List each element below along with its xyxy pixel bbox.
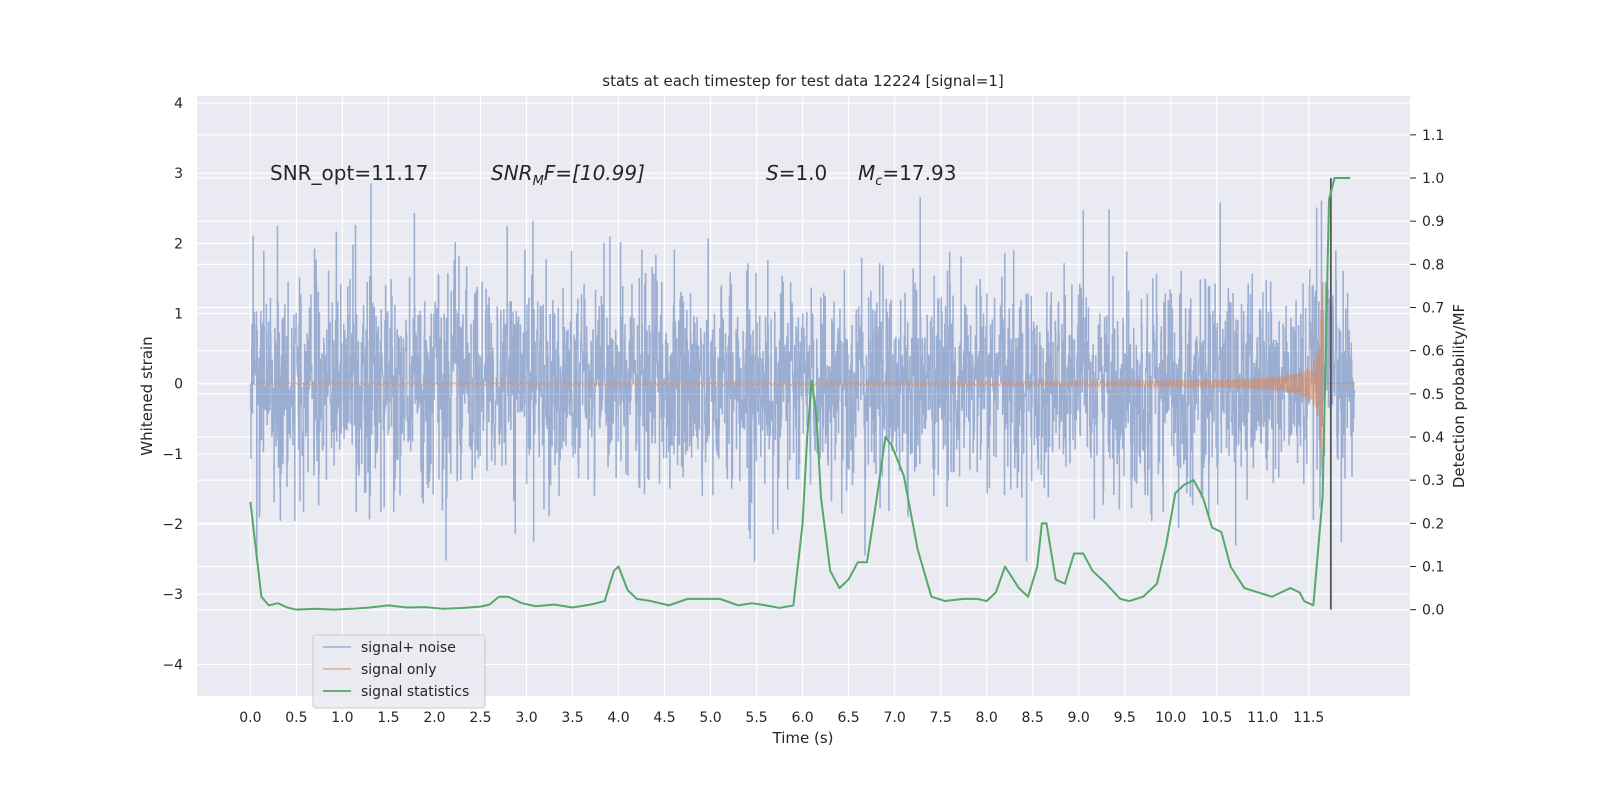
y-axis-right-label: Detection probability/MF [1450, 304, 1468, 488]
series-signal-only [250, 285, 1355, 468]
y-left-tick-label: −2 [162, 517, 183, 533]
annotation-mc-symbol: M [858, 161, 875, 185]
annotation-s-symbol: S [766, 161, 779, 185]
x-tick-label: 1.0 [331, 710, 353, 726]
y-right-tick-label: 0.8 [1422, 257, 1444, 273]
x-tick-label: 4.5 [653, 710, 675, 726]
annotation-mc-subscript: c [875, 174, 882, 189]
legend-label-signal-noise: signal+ noise [361, 640, 456, 656]
x-tick-label: 7.5 [929, 710, 951, 726]
data-layer [249, 177, 1356, 611]
y-right-tick-label: 0.0 [1422, 603, 1444, 619]
y-right-tick-label: 0.9 [1422, 214, 1444, 230]
y-right-tick-label: 1.0 [1422, 171, 1444, 187]
x-tick-label: 5.0 [699, 710, 721, 726]
x-tick-label: 3.0 [515, 710, 537, 726]
legend: signal+ noise signal only signal statist… [312, 634, 486, 709]
annotation-mc-value: =17.93 [882, 161, 956, 185]
series-signal-noise [249, 183, 1356, 562]
x-tick-label: 2.5 [469, 710, 491, 726]
annotation-snr-mf-subscript: M [533, 174, 544, 189]
tick-labels: 0.0 0.5 1.0 1.5 2.0 2.5 3.0 3.5 4.0 4.5 5.0 5.5 6.0 6… [162, 96, 1444, 726]
annotation-mc: Mc=17.93 [858, 161, 956, 189]
x-tick-label: 5.5 [745, 710, 767, 726]
x-tick-label: 11.5 [1293, 710, 1324, 726]
x-tick-label: 6.0 [791, 710, 813, 726]
x-tick-label: 9.5 [1114, 710, 1136, 726]
x-axis-label: Time (s) [772, 729, 834, 747]
y-left-tick-label: 1 [174, 307, 183, 323]
y-left-tick-label: 4 [174, 96, 183, 112]
y-right-tick-label: 0.2 [1422, 516, 1444, 532]
y-right-tick-label: 0.7 [1422, 301, 1444, 317]
annotation-snr-mf-value: F=[10.99] [544, 161, 645, 185]
annotation-s-value: =1.0 [779, 161, 828, 185]
x-tick-label: 6.5 [837, 710, 859, 726]
series-signal-statistics [249, 177, 1351, 611]
x-tick-label: 0.0 [239, 710, 261, 726]
annotation-snr-mf: SNRMF=[10.99] [491, 161, 645, 189]
legend-label-signal-only: signal only [361, 662, 436, 678]
annotation-snr-opt: SNR_opt=11.17 [270, 161, 428, 185]
x-tick-label: 9.0 [1068, 710, 1090, 726]
x-tick-label: 10.5 [1201, 710, 1232, 726]
x-tick-label: 8.5 [1022, 710, 1044, 726]
y-axis-left-label: Whitened strain [138, 336, 156, 455]
annotation-s: S=1.0 [766, 161, 827, 185]
y-left-tick-label: −3 [162, 587, 183, 603]
y-right-tick-label: 0.5 [1422, 387, 1444, 403]
x-tick-label: 2.0 [423, 710, 445, 726]
annotation-snr-mf-symbol: SNR [491, 161, 533, 185]
x-tick-label: 8.0 [976, 710, 998, 726]
y-right-tick-label: 0.3 [1422, 473, 1444, 489]
x-tick-label: 0.5 [285, 710, 307, 726]
y-left-tick-label: −1 [162, 447, 183, 463]
y-right-tick-label: 0.6 [1422, 344, 1444, 360]
legend-label-signal-statistics: signal statistics [361, 684, 469, 700]
legend-box [312, 634, 486, 709]
y-left-tick-label: 0 [174, 377, 183, 393]
x-tick-label: 3.5 [561, 710, 583, 726]
x-tick-label: 10.0 [1155, 710, 1186, 726]
y-right-tick-label: 0.1 [1422, 560, 1444, 576]
y-left-tick-label: −4 [162, 657, 183, 673]
y-left-tick-label: 3 [174, 166, 183, 182]
chart-title: stats at each timestep for test data 122… [602, 72, 1003, 90]
x-tick-label: 1.5 [377, 710, 399, 726]
x-tick-label: 11.0 [1247, 710, 1278, 726]
y-right-tick-label: 1.1 [1422, 128, 1444, 144]
x-tick-label: 7.0 [883, 710, 905, 726]
y-left-tick-label: 2 [174, 236, 183, 252]
x-tick-label: 4.0 [607, 710, 629, 726]
y-right-tick-label: 0.4 [1422, 430, 1444, 446]
